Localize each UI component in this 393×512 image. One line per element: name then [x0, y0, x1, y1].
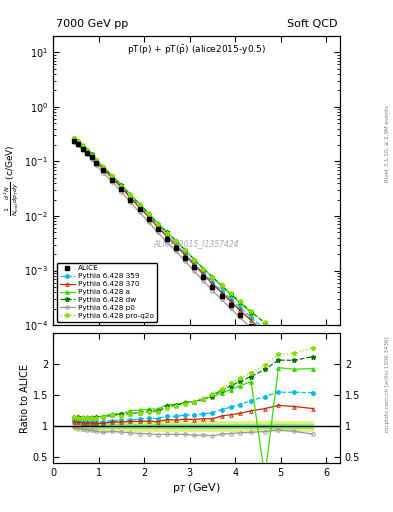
Text: Rivet 3.1.10; ≥ 2.9M events: Rivet 3.1.10; ≥ 2.9M events: [385, 105, 389, 182]
Legend: ALICE, Pythia 6.428 359, Pythia 6.428 370, Pythia 6.428 a, Pythia 6.428 dw, Pyth: ALICE, Pythia 6.428 359, Pythia 6.428 37…: [57, 263, 157, 322]
Y-axis label: Ratio to ALICE: Ratio to ALICE: [20, 364, 30, 433]
Text: mcplots.cern.ch [arXiv:1306.3436]: mcplots.cern.ch [arXiv:1306.3436]: [385, 336, 389, 432]
Y-axis label: $\frac{1}{N_{inal}}\frac{d^2N}{dp_{T}dy}$ (c/GeV): $\frac{1}{N_{inal}}\frac{d^2N}{dp_{T}dy}…: [3, 145, 21, 216]
Text: pT(p) + pT($\bar{\rm p}$) (alice2015-y0.5): pT(p) + pT($\bar{\rm p}$) (alice2015-y0.…: [127, 43, 266, 56]
Text: 7000 GeV pp: 7000 GeV pp: [56, 18, 128, 29]
Text: Soft QCD: Soft QCD: [286, 18, 337, 29]
Text: ALICE_2015_I1357424: ALICE_2015_I1357424: [154, 240, 239, 249]
X-axis label: p$_T$ (GeV): p$_T$ (GeV): [172, 481, 221, 495]
